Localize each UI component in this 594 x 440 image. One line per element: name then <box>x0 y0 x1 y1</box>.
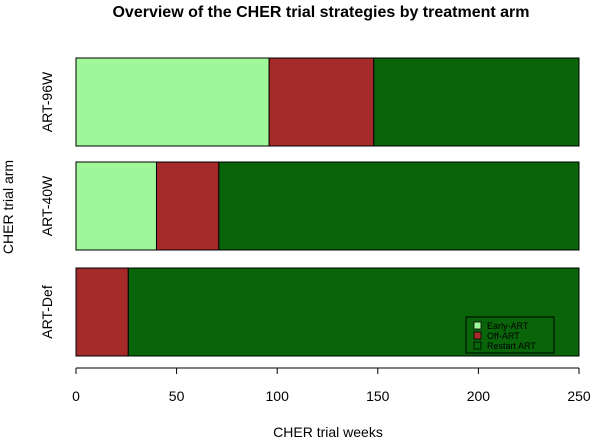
x-tick-label-250: 250 <box>567 388 591 404</box>
bar-art-96w-off-art <box>268 57 375 147</box>
legend-label-early-art: Early-ART <box>487 321 529 331</box>
y-tick-label-art-40w: ART-40W <box>39 175 55 236</box>
x-axis: 0 50 100 150 200 250 <box>72 367 591 404</box>
chart-title: Overview of the CHER trial strategies by… <box>112 4 529 21</box>
legend-label-off-art: Off-ART <box>487 331 520 341</box>
legend-swatch-off-art <box>473 331 482 340</box>
legend-label-restart-art: Restart ART <box>487 341 536 351</box>
x-tick-label-200: 200 <box>467 388 491 404</box>
bar-art-40w-early-art <box>75 161 157 251</box>
bar-art-def-off-art <box>75 267 129 357</box>
x-tick-label-150: 150 <box>366 388 390 404</box>
x-tick-label-50: 50 <box>169 388 185 404</box>
y-tick-label-art-def: ART-Def <box>39 285 55 339</box>
bars <box>75 57 580 357</box>
bar-art-96w-early-art <box>75 57 270 147</box>
bar-art-40w-restart-art <box>218 161 580 251</box>
legend-swatch-early-art <box>473 321 482 330</box>
x-tick-label-100: 100 <box>266 388 290 404</box>
x-axis-label: CHER trial weeks <box>273 424 383 440</box>
y-tick-label-art-96w: ART-96W <box>39 71 55 132</box>
y-tick-labels: ART-96W ART-40W ART-Def <box>39 71 55 339</box>
bar-art-96w-restart-art <box>373 57 580 147</box>
y-axis-label: CHER trial arm <box>0 160 16 254</box>
legend-swatch-restart-art <box>473 341 482 350</box>
x-tick-label-0: 0 <box>72 388 80 404</box>
bar-art-40w-off-art <box>155 161 220 251</box>
